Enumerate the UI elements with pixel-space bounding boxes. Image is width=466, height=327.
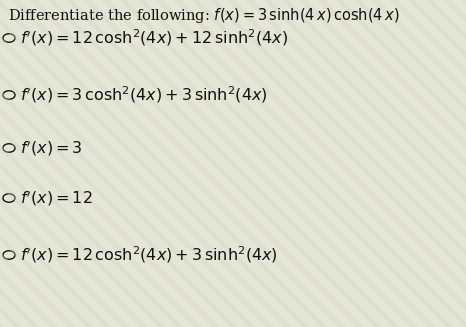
Text: $f'(x) = 12\,\mathrm{cosh}^2(4x) + 3\,\mathrm{sinh}^2(4x)$: $f'(x) = 12\,\mathrm{cosh}^2(4x) + 3\,\m… (20, 245, 278, 265)
Text: $f'(x) = 12\,\mathrm{cosh}^2(4x) + 12\,\mathrm{sinh}^2(4x)$: $f'(x) = 12\,\mathrm{cosh}^2(4x) + 12\,\… (20, 28, 288, 48)
Text: $f'(x) = 3\,\mathrm{cosh}^2(4x) + 3\,\mathrm{sinh}^2(4x)$: $f'(x) = 3\,\mathrm{cosh}^2(4x) + 3\,\ma… (20, 85, 267, 105)
Text: $f'(x) = 3$: $f'(x) = 3$ (20, 138, 82, 158)
Text: Differentiate the following: $f(x) = 3\,\mathrm{sinh}(4\,x)\,\mathrm{cosh}(4\,x): Differentiate the following: $f(x) = 3\,… (8, 6, 399, 25)
Text: $f'(x) = 12$: $f'(x) = 12$ (20, 188, 93, 208)
